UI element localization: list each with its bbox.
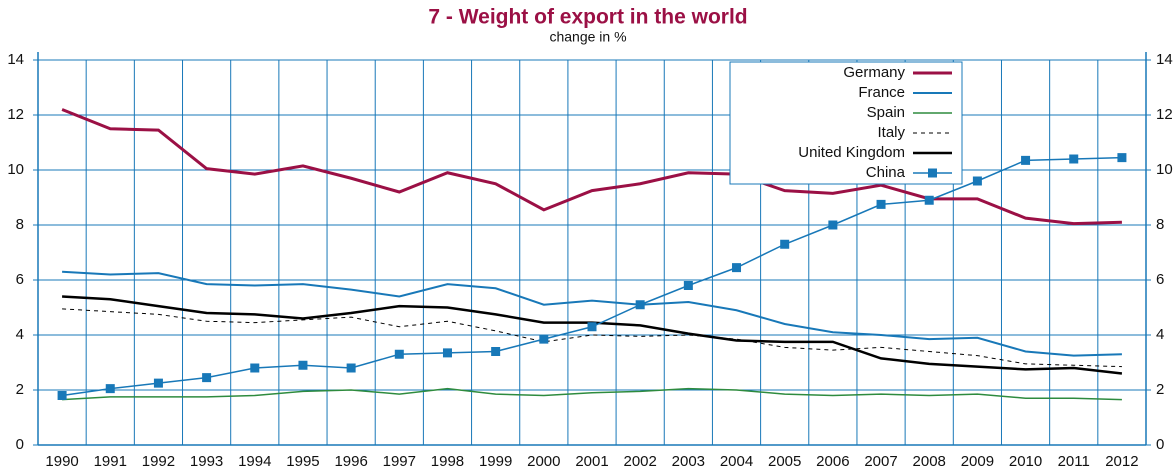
x-tick-label: 2009	[961, 453, 994, 470]
point-marker	[105, 384, 115, 394]
y2-tick-label: 8	[1156, 216, 1164, 233]
y2-tick-label: 4	[1156, 326, 1164, 343]
series-line	[62, 308, 1122, 368]
point-marker	[683, 281, 693, 290]
x-tick-label: 1993	[190, 453, 223, 470]
point-marker	[442, 348, 452, 358]
y2-tick-label: 0	[1156, 436, 1164, 453]
y-tick-label: 0	[16, 436, 24, 453]
x-tick-label: 2002	[623, 453, 656, 470]
y-tick-label: 12	[7, 106, 24, 123]
point-marker	[1069, 154, 1079, 164]
chart-title: 7 - Weight of export in the world	[428, 6, 747, 29]
x-tick-label: 2008	[913, 453, 946, 470]
point-marker	[924, 195, 934, 205]
legend-label: France	[858, 84, 905, 101]
series-line	[62, 270, 1122, 357]
x-tick-label: 1992	[142, 453, 175, 470]
x-tick-label: 1995	[286, 453, 319, 470]
point-marker	[732, 263, 742, 273]
x-tick-label: 2011	[1058, 453, 1090, 470]
series-line	[61, 156, 1122, 397]
x-tick-label: 2005	[768, 453, 801, 470]
point-marker	[1117, 153, 1127, 163]
point-marker	[972, 176, 982, 186]
x-tick-label: 1997	[383, 453, 416, 470]
x-tick-label: 2003	[672, 453, 705, 470]
point-marker	[250, 363, 260, 373]
y-tick-label: 10	[7, 161, 24, 178]
x-tick-label: 1996	[334, 453, 367, 470]
point-marker	[876, 199, 886, 209]
x-tick-label: 1991	[94, 453, 127, 470]
legend-label: Germany	[843, 64, 905, 81]
series-line	[61, 108, 1122, 226]
series-line	[62, 387, 1122, 401]
x-tick-label: 1998	[431, 453, 464, 470]
y-tick-label: 14	[7, 51, 24, 68]
point-marker	[635, 300, 645, 310]
y2-tick-label: 2	[1156, 381, 1164, 398]
y2-tick-label: 10	[1156, 161, 1173, 178]
point-marker	[346, 363, 356, 373]
y2-tick-label: 12	[1156, 106, 1173, 123]
y2-tick-label: 6	[1156, 271, 1164, 288]
chart-subtitle: change in %	[549, 29, 626, 45]
point-marker	[57, 391, 67, 400]
y-tick-label: 2	[16, 381, 24, 398]
x-tick-label: 1990	[45, 453, 78, 470]
x-tick-label: 2001	[575, 453, 608, 470]
point-marker	[828, 220, 838, 230]
legend-label: Italy	[877, 124, 905, 141]
y-tick-label: 8	[16, 216, 24, 233]
x-tick-label: 1999	[479, 453, 512, 470]
legend-box	[729, 61, 963, 185]
y-tick-label: 6	[16, 271, 24, 288]
point-marker	[394, 349, 404, 359]
legend-marker	[928, 168, 937, 178]
point-marker	[298, 360, 308, 370]
point-marker	[587, 322, 597, 332]
x-tick-label: 1994	[238, 453, 271, 470]
point-marker	[780, 239, 790, 249]
point-marker	[202, 373, 212, 383]
legend-label: China	[866, 164, 906, 181]
point-marker	[1021, 155, 1031, 165]
y2-tick-label: 14	[1156, 51, 1173, 68]
x-tick-label: 2000	[527, 453, 560, 470]
y-tick-label: 4	[16, 326, 24, 343]
point-marker	[153, 378, 163, 388]
x-tick-label: 2010	[1009, 453, 1042, 470]
point-marker	[491, 347, 501, 356]
x-tick-label: 2007	[864, 453, 897, 470]
x-tick-label: 2006	[816, 453, 849, 470]
legend-label: United Kingdom	[798, 144, 905, 161]
x-tick-label: 2004	[720, 453, 753, 470]
point-marker	[539, 334, 549, 344]
x-tick-label: 2012	[1105, 453, 1138, 470]
legend-label: Spain	[867, 104, 905, 121]
